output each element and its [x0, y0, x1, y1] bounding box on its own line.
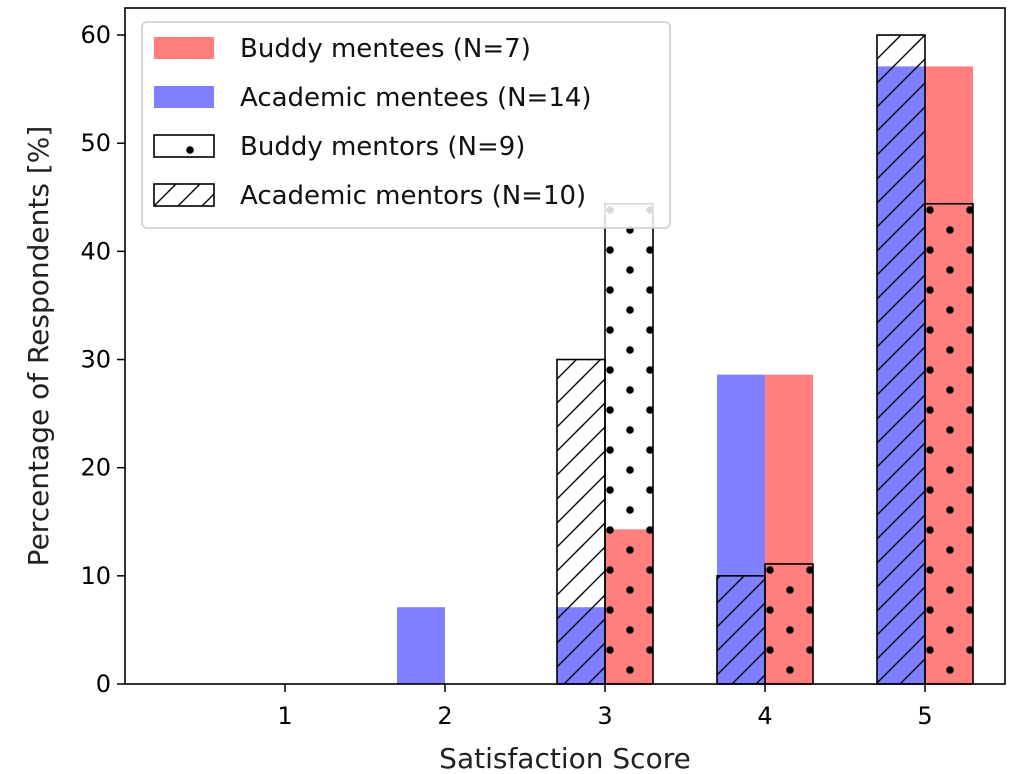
- bar-academic-mentees-n-14-score-2: [397, 607, 445, 684]
- legend-swatch-buddy-mentees-n-7: [154, 37, 214, 59]
- bar-academic-mentors-n-10-score-4: [716, 575, 766, 685]
- legend-swatch-buddy-mentors-n-9: [153, 134, 215, 158]
- x-tick-label: 5: [917, 702, 932, 730]
- y-tick-label: 60: [80, 21, 111, 49]
- legend-swatch-academic-mentees-n-14: [154, 86, 214, 108]
- bar-buddy-mentors-n-9-score-5: [924, 202, 974, 685]
- x-tick-label: 4: [757, 702, 772, 730]
- x-axis: 1 2 3 4 5: [277, 684, 933, 730]
- y-tick-label: 0: [96, 670, 111, 698]
- y-tick-label: 50: [80, 129, 111, 157]
- plot-frame: [124, 7, 1006, 685]
- bar-academic-mentors-n-10-score-3: [556, 358, 606, 685]
- y-axis-label: Percentage of Respondents [%]: [22, 126, 55, 567]
- y-tick-label: 40: [80, 237, 111, 265]
- bar-academic-mentors-n-10-score-5: [876, 34, 926, 685]
- legend-label-academic-mentors-n-10: Academic mentors (N=10): [240, 181, 586, 211]
- legend-label-buddy-mentors-n-9: Buddy mentors (N=9): [240, 132, 525, 162]
- legend-swatch-academic-mentors-n-10: [153, 183, 215, 207]
- x-tick-label: 3: [597, 702, 612, 730]
- legend-label-academic-mentees-n-14: Academic mentees (N=14): [240, 83, 592, 113]
- bars-layer: [397, 34, 974, 685]
- legend-frame: [141, 21, 671, 229]
- x-axis-label: Satisfaction Score: [439, 742, 691, 774]
- bar-buddy-mentors-n-9-score-3: [604, 202, 654, 685]
- bar-buddy-mentors-n-9-score-4: [764, 563, 814, 685]
- y-tick-label: 30: [80, 346, 111, 374]
- legend-label-buddy-mentees-n-7: Buddy mentees (N=7): [240, 34, 531, 64]
- legend: Buddy mentees (N=7) Academic mentees (N=1…: [141, 21, 671, 229]
- x-tick-label: 2: [437, 702, 452, 730]
- y-tick-label: 10: [80, 562, 111, 590]
- y-tick-label: 20: [80, 454, 111, 482]
- x-tick-label: 1: [277, 702, 292, 730]
- y-axis: 0 10 20 30 40 50 60: [80, 21, 125, 698]
